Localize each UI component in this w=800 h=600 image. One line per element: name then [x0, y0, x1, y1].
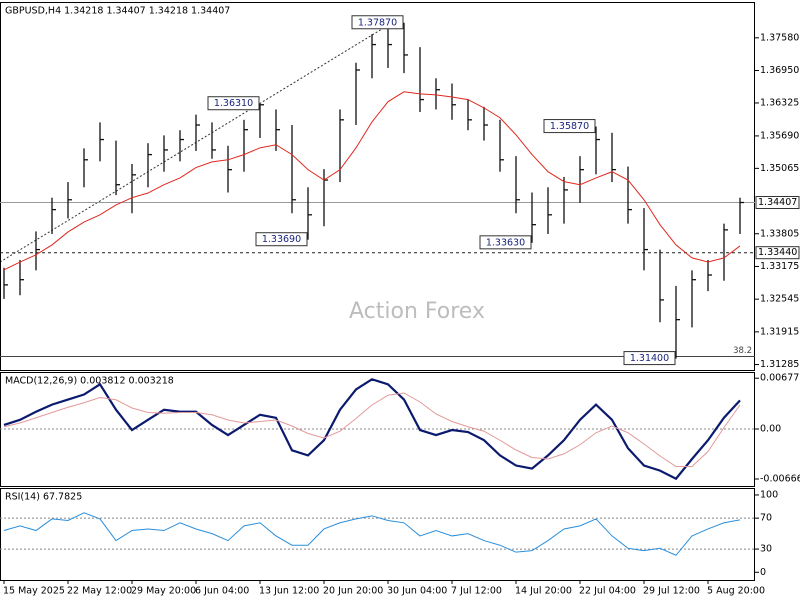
panel-title: MACD(12,26,9) 0.003812 0.003218 — [5, 376, 174, 387]
indicator-line — [3, 392, 741, 467]
price-level-box — [755, 196, 800, 210]
extreme-label: 1.36310 — [214, 98, 253, 109]
y-tick-label: 1.35065 — [760, 163, 799, 174]
x-tick-label: 6 Jun 04:00 — [195, 586, 249, 597]
extreme-box — [543, 119, 596, 134]
indicator-line — [3, 378, 741, 481]
x-tick-label: 22 May 12:00 — [67, 586, 132, 597]
panel-title: GBPUSD,H4 1.34218 1.34407 1.34218 1.3440… — [5, 6, 230, 17]
y-tick-label: 1.31915 — [760, 326, 799, 337]
y-tick-label: 1.36325 — [760, 97, 799, 108]
y-tick-label: 0.006772 — [760, 373, 800, 384]
y-tick-label: 70 — [760, 513, 772, 524]
extreme-label: 1.33690 — [262, 234, 301, 245]
y-tick-label: 1.32545 — [760, 294, 799, 305]
x-tick-label: 20 Jun 20:00 — [323, 586, 383, 597]
x-tick-label: 30 Jun 04:00 — [387, 586, 447, 597]
extreme-label: 1.37870 — [358, 17, 397, 28]
watermark: Action Forex — [349, 299, 485, 324]
x-tick-label: 14 Jul 20:00 — [515, 586, 572, 597]
y-tick-label: 0 — [760, 567, 766, 578]
x-tick-label: 29 Jul 12:00 — [643, 586, 700, 597]
x-tick-label: 22 Jul 04:00 — [579, 586, 636, 597]
x-tick-label: 5 Aug 20:00 — [707, 586, 765, 597]
y-tick-label: 1.33805 — [760, 228, 799, 239]
y-tick-label: 1.36950 — [760, 65, 799, 76]
y-tick-label: 100 — [760, 489, 778, 500]
extreme-box — [479, 235, 532, 250]
y-tick-label: 1.35690 — [760, 130, 799, 141]
y-tick-label: 0.00 — [760, 424, 781, 435]
extreme-box — [207, 96, 260, 111]
x-tick-label: 13 Jun 12:00 — [259, 586, 319, 597]
extreme-box — [351, 15, 404, 30]
moving-average — [3, 91, 741, 271]
y-tick-label: 1.37580 — [760, 32, 799, 43]
extreme-label: 1.31400 — [630, 353, 669, 364]
price-level-label: 1.33440 — [758, 247, 797, 258]
extreme-box — [255, 232, 308, 247]
extreme-label: 1.33630 — [486, 237, 525, 248]
x-tick-label: 29 May 20:00 — [131, 586, 196, 597]
panel-title: RSI(14) 67.7825 — [5, 492, 82, 503]
y-tick-label: 30 — [760, 544, 772, 555]
extreme-label: 1.35870 — [550, 121, 589, 132]
panel-frame — [0, 488, 755, 581]
x-tick-label: 7 Jul 12:00 — [451, 586, 502, 597]
price-level-label: 1.34407 — [758, 197, 797, 208]
indicator-line — [3, 512, 741, 556]
y-tick-label: 1.33175 — [760, 261, 799, 272]
panel-frame — [0, 2, 755, 371]
y-tick-label: 1.31285 — [760, 359, 799, 370]
extreme-box — [623, 351, 676, 366]
price-level-box — [755, 246, 800, 260]
fib-label: 38.2 — [733, 346, 752, 356]
x-tick-label: 15 May 2025 — [3, 586, 65, 597]
y-tick-label: -0.006667 — [760, 474, 800, 485]
